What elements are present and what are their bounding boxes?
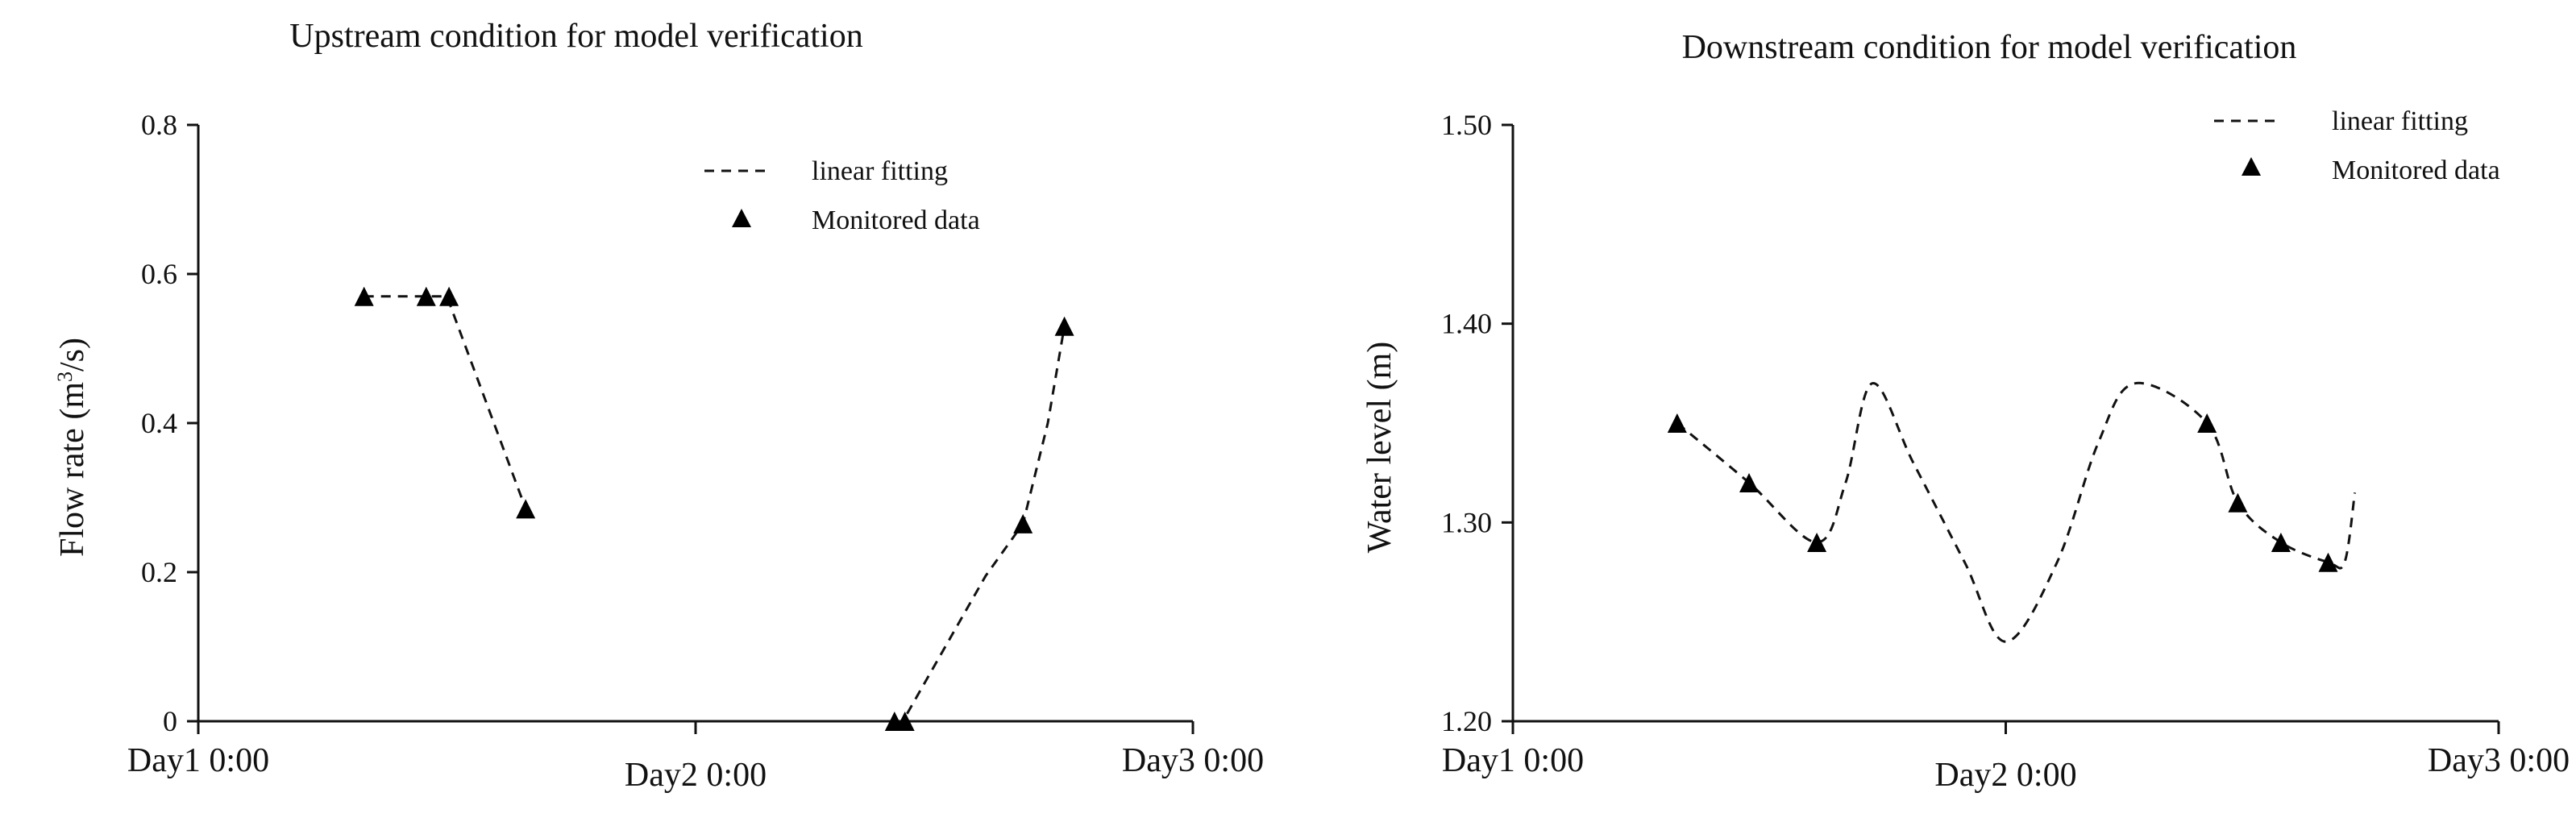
upstream-fit-line-segment [364, 295, 527, 509]
upstream-legend: linear fitting Monitored data [704, 156, 980, 235]
upstream-data-point [895, 712, 915, 731]
upstream-data-point [1054, 316, 1074, 336]
upstream-y-tick-label: 0.4 [141, 407, 177, 439]
downstream-data-point [2271, 533, 2291, 552]
upstream-data-point [416, 286, 436, 306]
upstream-x-tick-label: Day2 0:00 [625, 757, 767, 794]
upstream-chart-title: Upstream condition for model verificatio… [289, 18, 862, 55]
downstream-y-tick-label: 1.50 [1441, 109, 1492, 141]
upstream-y-axis-title: Flow rate (m3/s) [53, 338, 92, 557]
upstream-chart: Upstream condition for model verificatio… [53, 18, 1265, 794]
downstream-y-axis-title: Water level (m) [1361, 342, 1398, 553]
upstream-y-tick-label: 0 [163, 705, 177, 737]
upstream-data-point [1013, 513, 1033, 533]
downstream-legend: linear fitting Monitored data [2214, 106, 2500, 185]
downstream-y-tick-label: 1.20 [1441, 705, 1492, 737]
downstream-chart-title: Downstream condition for model verificat… [1682, 29, 2297, 66]
upstream-data-point [439, 286, 459, 306]
upstream-y-tick-label: 0.6 [141, 258, 177, 290]
upstream-legend-label-data: Monitored data [812, 205, 980, 235]
downstream-legend-label-data: Monitored data [2332, 156, 2500, 185]
downstream-legend-marker-swatch [2242, 157, 2261, 176]
downstream-data-point [2228, 492, 2248, 513]
downstream-legend-label-fit: linear fitting [2332, 106, 2468, 136]
downstream-y-tick-label: 1.30 [1441, 506, 1492, 538]
downstream-y-tick-label: 1.40 [1441, 308, 1492, 340]
upstream-x-tick-label: Day3 0:00 [1122, 742, 1264, 779]
downstream-x-tick-label: Day1 0:00 [1442, 742, 1584, 779]
downstream-data-point [2197, 413, 2217, 433]
upstream-data-point [354, 286, 374, 306]
upstream-data-point [516, 499, 536, 519]
upstream-y-tick-label: 0.8 [141, 109, 177, 141]
upstream-fit-line-segment [894, 326, 1066, 723]
upstream-x-tick-label: Day1 0:00 [127, 742, 269, 779]
downstream-fit-curve [1676, 381, 2357, 643]
upstream-legend-marker-swatch [732, 209, 751, 227]
upstream-y-tick-label: 0.2 [141, 556, 177, 588]
downstream-data-point [1739, 473, 1759, 492]
downstream-x-tick-label: Day3 0:00 [2428, 742, 2570, 779]
upstream-legend-label-fit: linear fitting [812, 156, 948, 186]
downstream-x-tick-label: Day2 0:00 [1934, 757, 2076, 794]
downstream-data-point [1807, 533, 1827, 552]
downstream-chart: Downstream condition for model verificat… [1361, 29, 2570, 794]
downstream-data-point [1667, 413, 1687, 433]
downstream-data-point [2318, 552, 2338, 572]
